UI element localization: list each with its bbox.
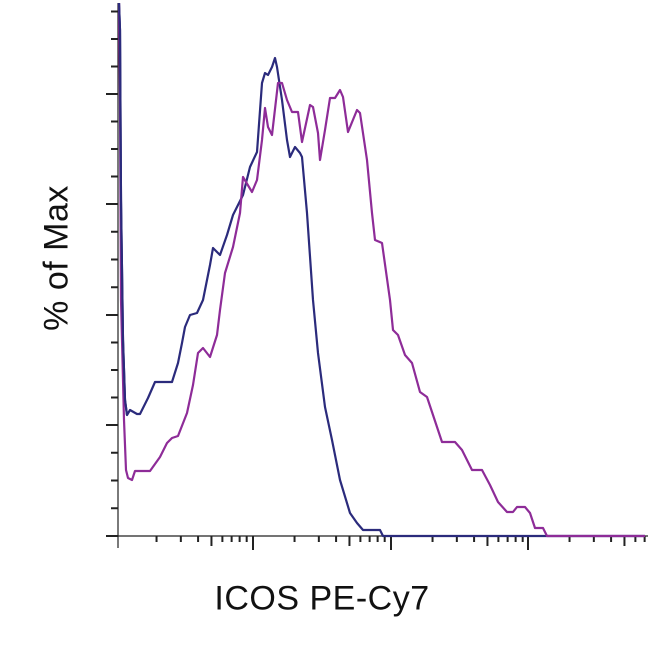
- x-axis-label: ICOS PE-Cy7: [214, 579, 430, 618]
- axes: [106, 3, 648, 550]
- navy-histogram-line-overlay: [117, 2, 129, 416]
- series-group: [117, 2, 645, 538]
- navy-histogram-line: [117, 2, 645, 538]
- purple-histogram-line: [117, 2, 645, 538]
- y-axis-label: % of Max: [37, 185, 76, 331]
